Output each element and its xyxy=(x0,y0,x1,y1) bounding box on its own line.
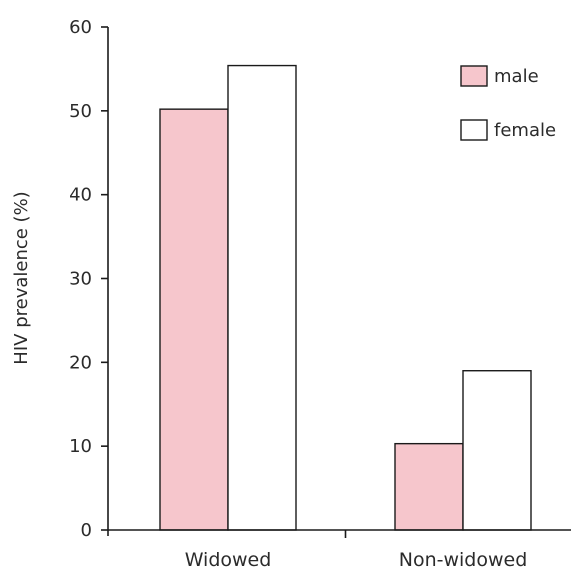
x-categories-layer: Widowed Non-widowed xyxy=(185,530,528,571)
y-tick-label: 50 xyxy=(69,101,92,122)
y-tick-label: 60 xyxy=(69,17,92,38)
x-category-label: Widowed xyxy=(185,549,272,571)
bar-female-non-widowed xyxy=(462,370,532,531)
bar-female-widowed xyxy=(227,64,297,531)
y-tick-label: 40 xyxy=(69,185,92,206)
bar-male-widowed xyxy=(159,108,229,531)
y-axis-title: HIV prevalence (%) xyxy=(11,191,32,364)
y-ticks-layer: 0 10 20 30 40 50 60 xyxy=(69,17,108,541)
legend-swatch-female xyxy=(460,119,488,141)
bars-layer xyxy=(159,64,532,531)
legend-swatch-male xyxy=(460,65,488,87)
legend-label-female: female xyxy=(494,120,556,141)
y-tick-label: 20 xyxy=(69,352,92,373)
y-tick-label: 30 xyxy=(69,269,92,290)
y-tick-label: 10 xyxy=(69,436,92,457)
legend-label-male: male xyxy=(494,66,539,87)
bar-male-non-widowed xyxy=(394,442,464,531)
legend: male female xyxy=(460,65,556,141)
y-tick-label: 0 xyxy=(81,520,92,541)
axes-layer xyxy=(107,27,571,536)
x-category-label: Non-widowed xyxy=(399,549,528,571)
